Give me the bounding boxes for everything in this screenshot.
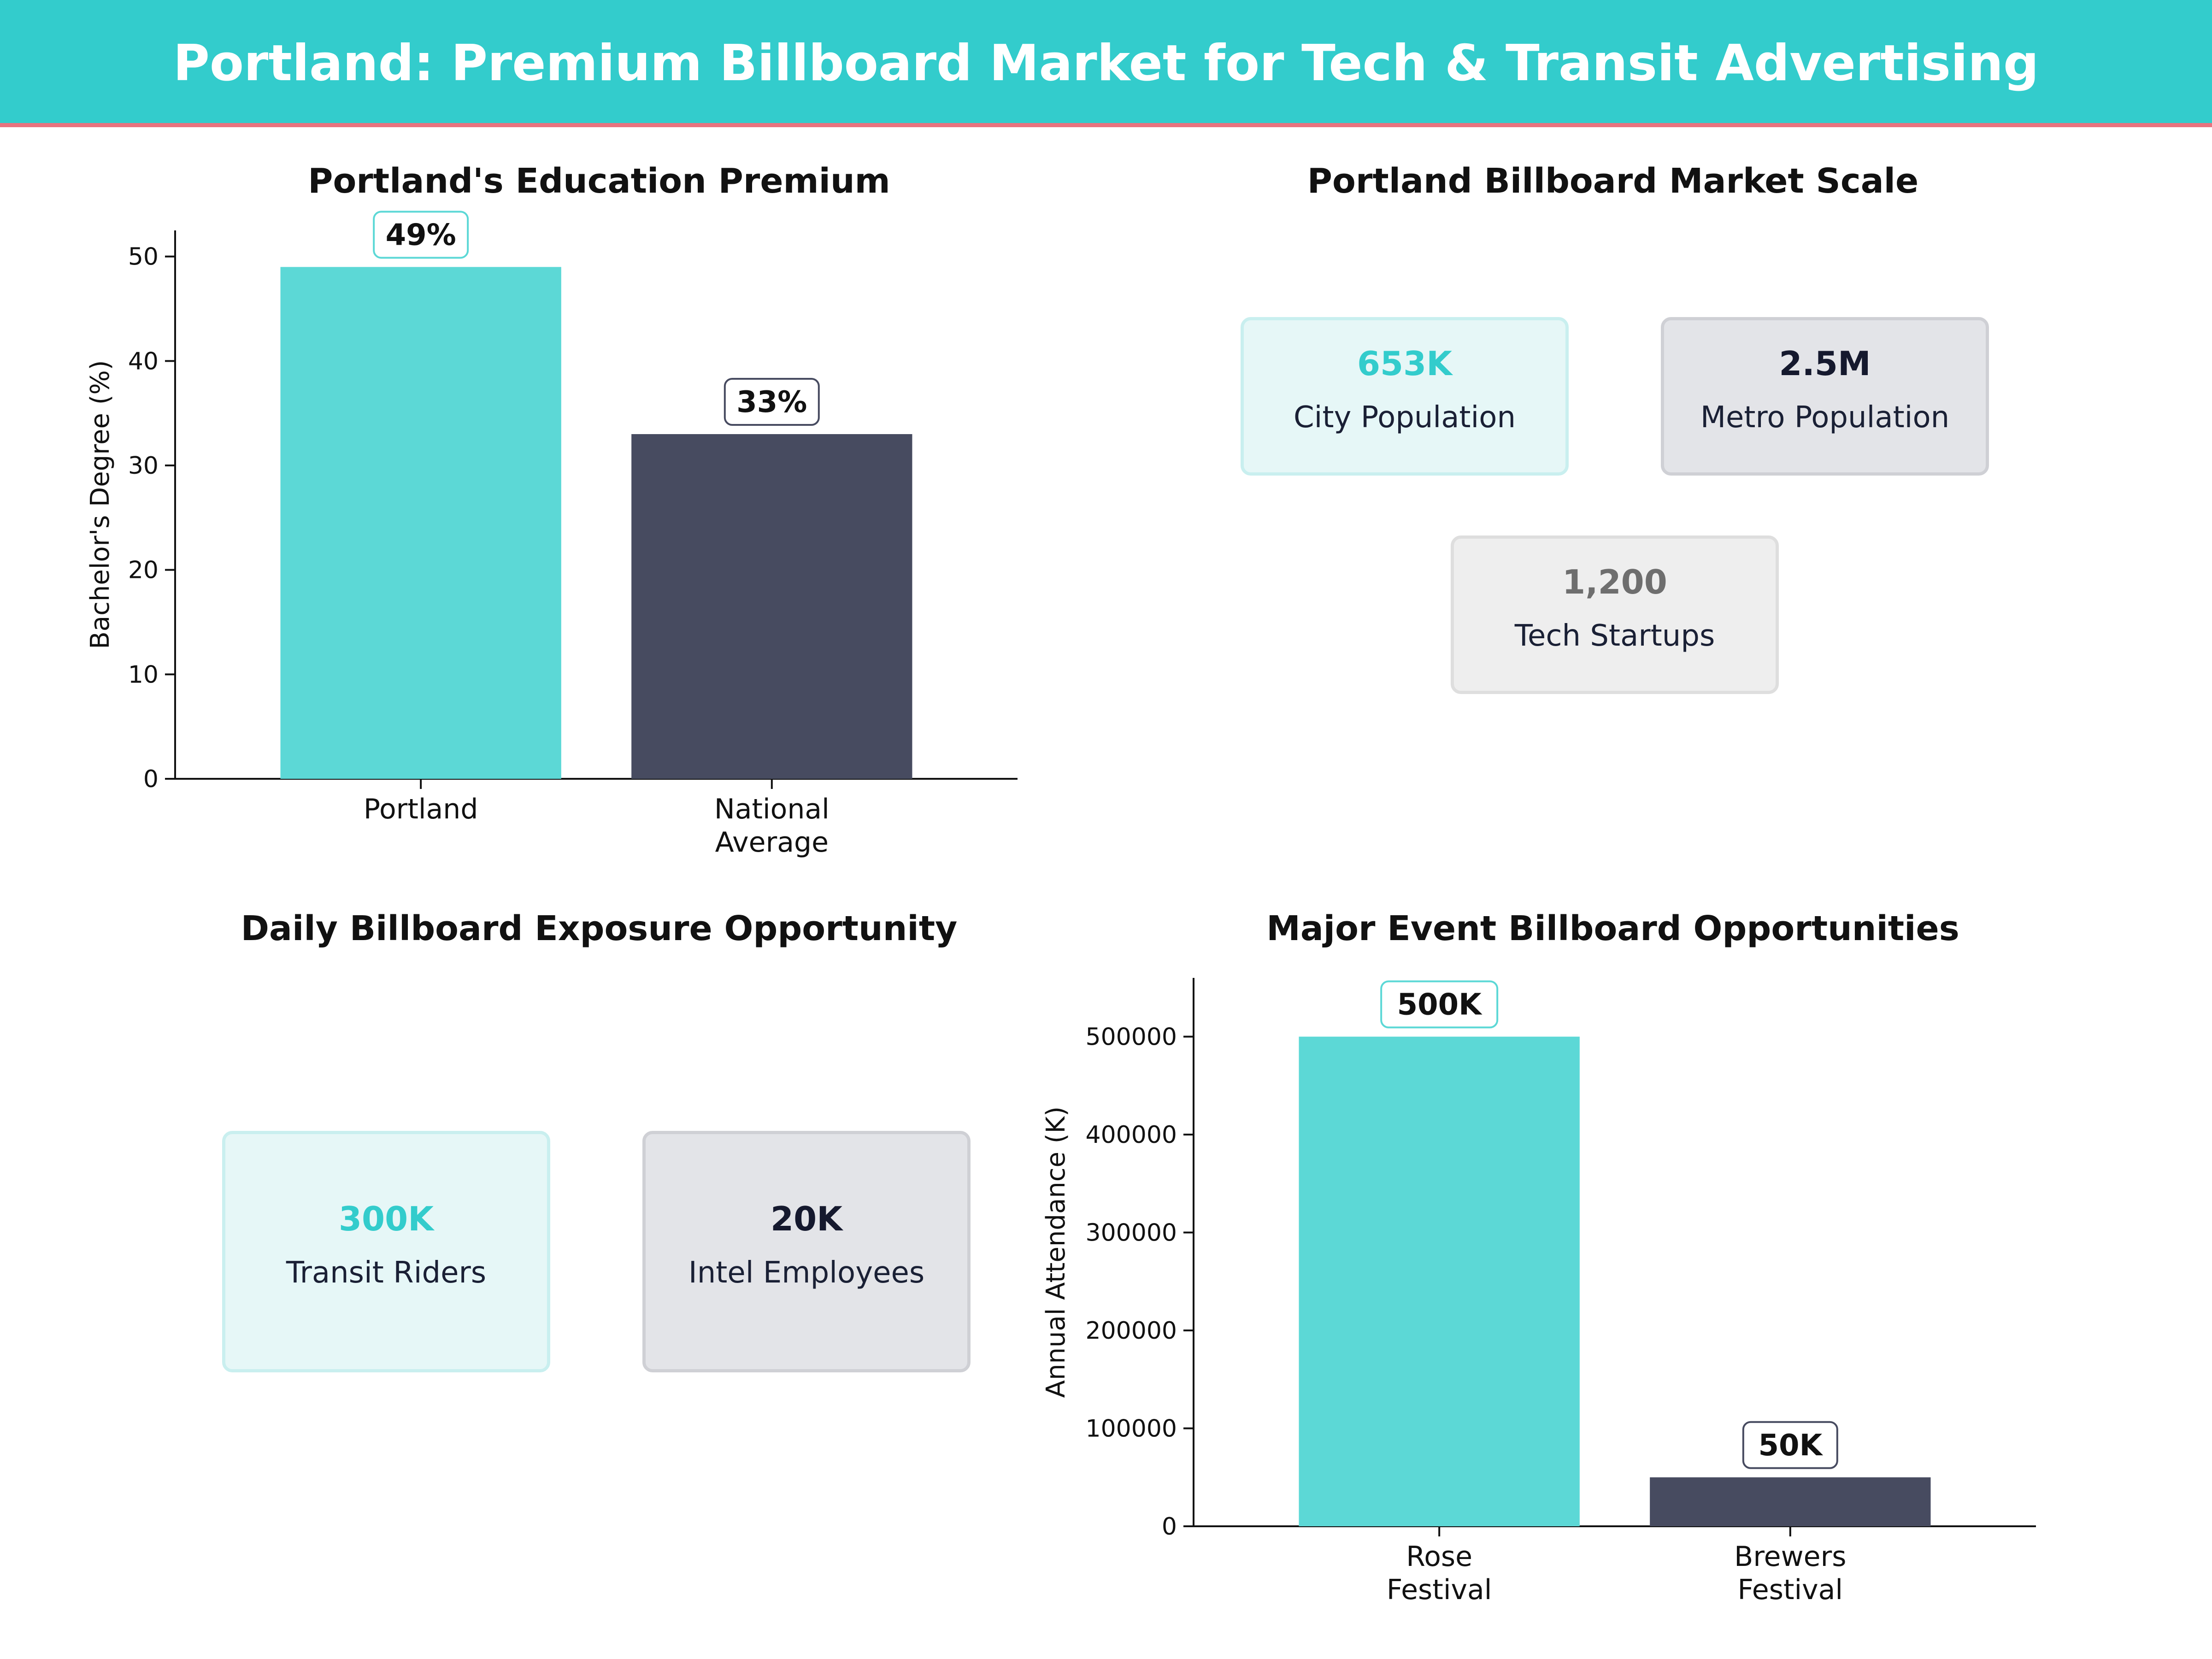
education-data-label-box-0 [373,211,469,259]
education-y-tick-label: 30 [128,452,159,480]
education-bar-0 [280,267,561,779]
events-x-tick-label: Rose [1406,1541,1472,1573]
exposure-title: Daily Billboard Exposure Opportunity [241,909,958,948]
education-y-axis-label: Bachelor's Degree (%) [85,360,115,649]
events-x-tick-label: Festival [1738,1574,1843,1606]
metro-population-value: 2.5M [1779,344,1871,383]
education-data-label-box-1 [724,378,820,426]
education-y-tick-label: 20 [128,557,159,584]
education-x-tick-label: National [714,793,830,825]
tech-startups-card: 1,200 Tech Startups [1451,535,1779,694]
transit-riders-value: 300K [338,1200,434,1238]
events-data-label-box-1 [1742,1421,1838,1469]
transit-riders-label: Transit Riders [286,1256,487,1290]
metro-population-label: Metro Population [1700,400,1950,435]
metro-population-card: 2.5M Metro Population [1661,317,1989,476]
city-population-label: City Population [1293,400,1516,435]
education-chart-title: Portland's Education Premium [308,161,890,201]
events-y-tick-label: 500000 [1085,1024,1177,1051]
events-y-tick-label: 100000 [1085,1415,1177,1443]
intel-employees-label: Intel Employees [688,1256,925,1290]
events-x-tick-label: Festival [1387,1574,1492,1606]
tech-startups-value: 1,200 [1562,563,1667,601]
city-population-value: 653K [1357,344,1453,383]
events-y-tick-label: 0 [1162,1513,1177,1541]
transit-riders-card: 300K Transit Riders [222,1131,550,1372]
events-chart-title: Major Event Billboard Opportunities [1266,909,1959,948]
header-banner: Portland: Premium Billboard Market for T… [0,0,2212,127]
events-data-label-0: 500K [1397,988,1483,1022]
education-y-tick-label: 10 [128,661,159,688]
education-bar-1 [631,434,912,779]
events-y-tick-label: 400000 [1085,1121,1177,1149]
education-data-label-1: 33% [736,385,807,419]
events-data-label-box-0 [1380,980,1499,1029]
tech-startups-label: Tech Startups [1514,619,1715,653]
events-y-axis-label: Annual Attendance (K) [1041,1106,1071,1398]
events-y-tick-label: 200000 [1085,1317,1177,1345]
education-y-tick-label: 0 [143,765,159,793]
events-bar-1 [1650,1477,1931,1526]
education-x-tick-label: Average [715,826,829,859]
events-x-tick-label: Brewers [1734,1541,1846,1573]
education-data-label-0: 49% [386,218,456,252]
intel-employees-value: 20K [771,1200,842,1238]
events-bar-0 [1299,1036,1580,1526]
page-title: Portland: Premium Billboard Market for T… [173,35,2039,92]
market-scale-title: Portland Billboard Market Scale [1307,161,1919,201]
education-y-tick-label: 40 [128,347,159,375]
city-population-card: 653K City Population [1241,317,1569,476]
intel-employees-card: 20K Intel Employees [642,1131,971,1372]
education-x-tick-label: Portland [364,793,478,825]
education-y-tick-label: 50 [128,243,159,271]
events-y-tick-label: 300000 [1085,1219,1177,1247]
events-data-label-1: 50K [1759,1429,1824,1463]
